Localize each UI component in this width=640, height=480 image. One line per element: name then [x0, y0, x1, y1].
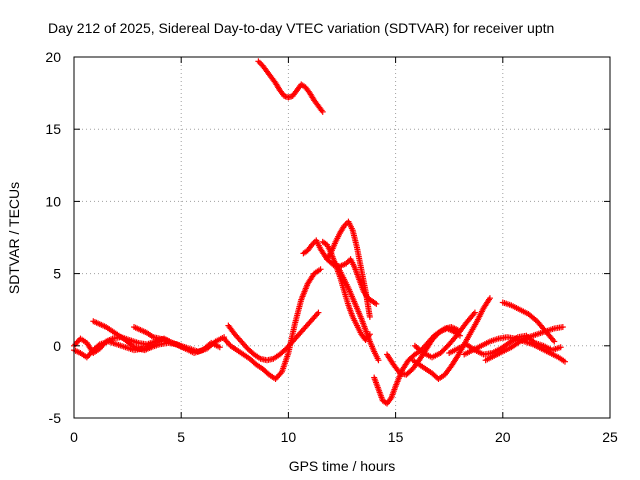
data-point	[182, 345, 189, 352]
y-tick-label: 20	[45, 49, 61, 65]
data-point	[373, 300, 380, 307]
data-point	[317, 266, 324, 273]
x-tick-label: 10	[281, 429, 297, 445]
y-tick-label: 15	[45, 121, 61, 137]
y-tick-label: 10	[45, 193, 61, 209]
x-tick-label: 15	[388, 429, 404, 445]
plot-frame	[73, 56, 611, 419]
data-point	[375, 357, 382, 364]
data-point	[216, 344, 223, 351]
data-point	[148, 344, 155, 351]
data-point-interp	[256, 59, 263, 66]
data-point	[551, 338, 558, 345]
data-point	[255, 58, 262, 65]
x-tick-label: 25	[602, 429, 618, 445]
y-axis-label: SDTVAR / TECUs	[6, 182, 22, 294]
data-point	[315, 309, 322, 316]
y-tick-label: 5	[53, 266, 61, 282]
x-tick-label: 0	[70, 429, 78, 445]
data-points	[71, 58, 568, 407]
data-point	[486, 295, 493, 302]
x-axis-label: GPS time / hours	[289, 458, 396, 474]
data-point	[471, 309, 478, 316]
x-tick-label: 5	[177, 429, 185, 445]
data-point	[559, 324, 566, 331]
data-point	[557, 344, 564, 351]
grid	[74, 57, 610, 418]
y-tick-label: 0	[53, 338, 61, 354]
axis-ticks: 0 5 10 15 20 25 -5 0 5 10 15 20	[45, 49, 618, 445]
data-point	[561, 358, 568, 365]
y-tick-label: -5	[49, 410, 62, 426]
data-point	[366, 313, 373, 320]
x-tick-label: 20	[495, 429, 511, 445]
data-point	[319, 108, 326, 115]
chart-title: Day 212 of 2025, Sidereal Day-to-day VTE…	[48, 20, 554, 36]
data-point-interp	[95, 342, 102, 349]
